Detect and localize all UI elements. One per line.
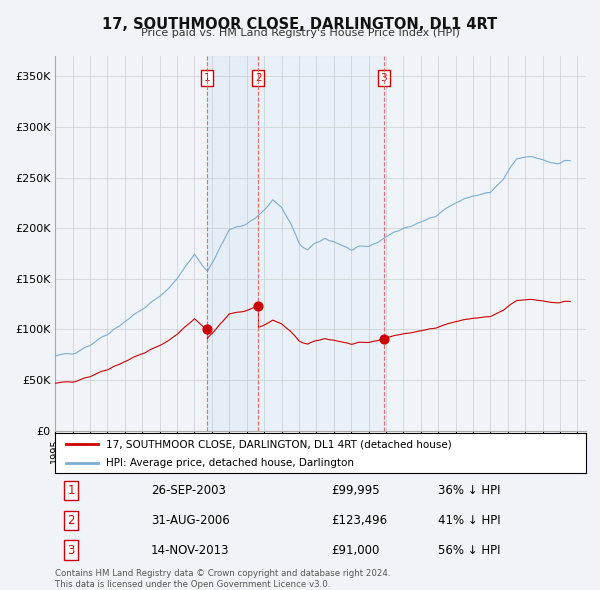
Text: 1: 1 [204,73,211,83]
Text: £123,496: £123,496 [331,514,388,527]
Text: 41% ↓ HPI: 41% ↓ HPI [437,514,500,527]
Bar [208,56,259,431]
Text: 14-NOV-2013: 14-NOV-2013 [151,544,229,557]
Point [203,324,212,334]
Text: 31-AUG-2006: 31-AUG-2006 [151,514,230,527]
Bar [259,56,384,431]
Text: £99,995: £99,995 [331,484,380,497]
Text: 2: 2 [67,514,75,527]
Text: 2: 2 [255,73,262,83]
Text: 17, SOUTHMOOR CLOSE, DARLINGTON, DL1 4RT (detached house): 17, SOUTHMOOR CLOSE, DARLINGTON, DL1 4RT… [106,440,451,450]
Text: 1: 1 [67,484,75,497]
Text: 3: 3 [380,73,387,83]
Text: 17, SOUTHMOOR CLOSE, DARLINGTON, DL1 4RT: 17, SOUTHMOOR CLOSE, DARLINGTON, DL1 4RT [103,17,497,31]
Text: 36% ↓ HPI: 36% ↓ HPI [437,484,500,497]
Text: 26-SEP-2003: 26-SEP-2003 [151,484,226,497]
Text: 3: 3 [67,544,75,557]
Point [254,301,263,310]
Text: Price paid vs. HM Land Registry's House Price Index (HPI): Price paid vs. HM Land Registry's House … [140,28,460,38]
Text: HPI: Average price, detached house, Darlington: HPI: Average price, detached house, Darl… [106,458,353,468]
Text: £91,000: £91,000 [331,544,380,557]
Text: Contains HM Land Registry data © Crown copyright and database right 2024.
This d: Contains HM Land Registry data © Crown c… [55,569,391,589]
Text: 56% ↓ HPI: 56% ↓ HPI [437,544,500,557]
Point [379,334,389,343]
